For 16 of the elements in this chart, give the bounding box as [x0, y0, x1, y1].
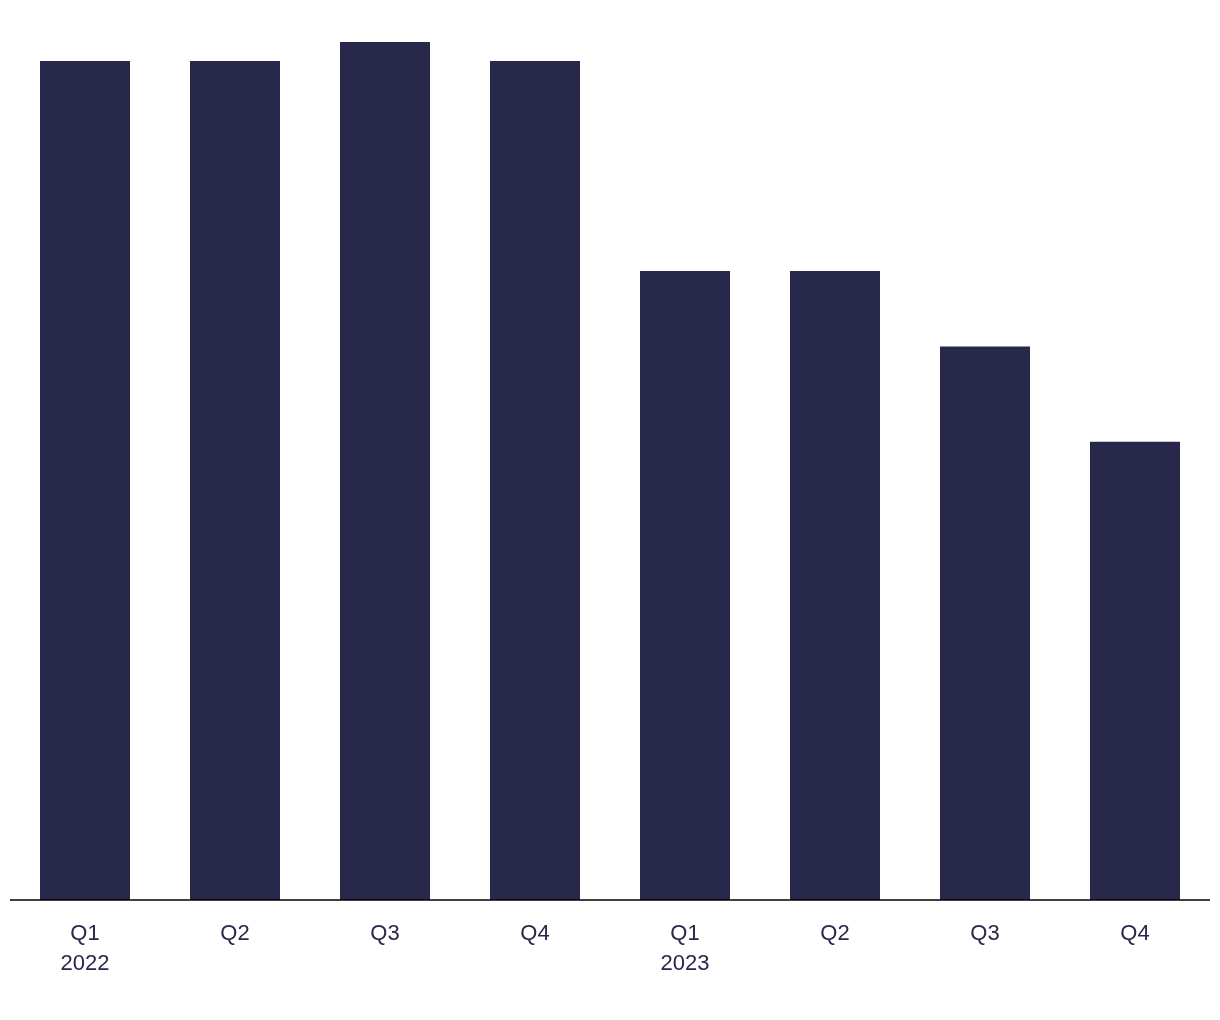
bar [790, 271, 880, 900]
x-tick-label: Q3 [370, 920, 400, 945]
bar [940, 346, 1030, 900]
bar [1090, 441, 1180, 900]
x-tick-label: Q4 [1120, 920, 1150, 945]
bar [190, 60, 280, 900]
x-tick-label: Q2 [820, 920, 850, 945]
x-tick-label: Q4 [520, 920, 550, 945]
bar [640, 271, 730, 900]
x-tick-label: Q1 2022 [60, 920, 110, 975]
bar [340, 42, 430, 900]
bar [490, 60, 580, 900]
x-tick-label: Q2 [220, 920, 250, 945]
bar [40, 60, 130, 900]
x-tick-label: Q1 2023 [660, 920, 710, 975]
x-tick-label: Q3 [970, 920, 1000, 945]
